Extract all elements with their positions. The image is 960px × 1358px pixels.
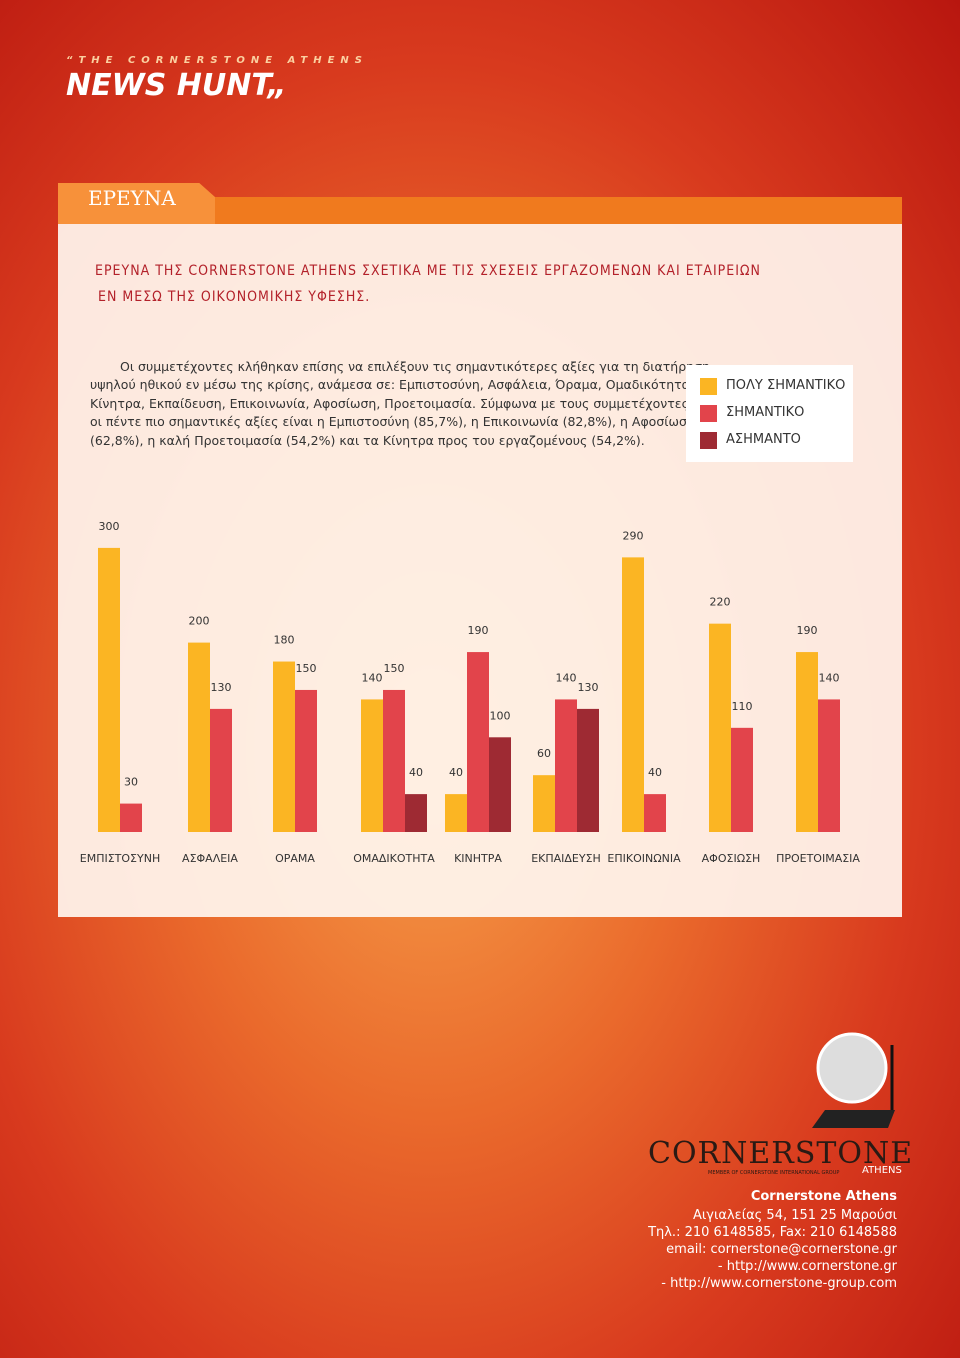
bar <box>295 689 317 832</box>
value-label: 190 <box>468 624 489 637</box>
value-label: 40 <box>409 766 423 779</box>
body-line: Οι συμμετέχοντες κλήθηκαν επίσης να επιλ… <box>120 359 710 374</box>
section-tab <box>58 183 215 224</box>
kicker: “THE CORNERSTONE ATHENS <box>66 55 368 66</box>
contact-line: Cornerstone Athens <box>750 1189 897 1204</box>
value-label: 110 <box>732 700 753 713</box>
value-label: 140 <box>556 671 577 684</box>
bar <box>361 699 383 832</box>
bar <box>445 794 467 832</box>
heading: ΕΝ ΜΕΣΩ ΤΗΣ ΟΙΚΟΝΟΜΙΚΗΣ ΥΦΕΣΗΣ. <box>98 289 371 305</box>
value-label: 220 <box>710 596 731 609</box>
brand: CORNERSTONE <box>648 1136 914 1171</box>
bar <box>731 727 753 832</box>
bar <box>622 557 644 832</box>
bar <box>405 794 427 832</box>
section-tab-label: ΕΡΕΥΝΑ <box>88 186 176 210</box>
value-label: 130 <box>211 681 232 694</box>
city: ATHENS <box>862 1165 902 1176</box>
body-line: οι πέντε πιο σημαντικές αξίες είναι η Εμ… <box>90 414 695 429</box>
legend-label: ΠΟΛΥ ΣΗΜΑΝΤΙΚΟ <box>726 378 846 393</box>
contact-line: Τηλ.: 210 6148585, Fax: 210 6148588 <box>648 1225 897 1240</box>
bar <box>188 642 210 832</box>
title: NEWS HUNT„ <box>66 68 287 103</box>
value-label: 180 <box>274 634 295 647</box>
value-label: 200 <box>189 615 210 628</box>
bar <box>577 708 599 832</box>
bar <box>644 794 666 832</box>
member: MEMBER OF CORNERSTONE INTERNATIONAL GROU… <box>708 1170 840 1176</box>
bar <box>210 708 232 832</box>
bar <box>533 775 555 832</box>
contact-line: - http://www.cornerstone.gr <box>717 1259 897 1274</box>
contact-line: Αιγιαλείας 54, 151 25 Μαρούσι <box>693 1208 897 1223</box>
legend-swatch <box>700 378 717 395</box>
x-tick-label: ΕΚΠΑΙΔΕΥΣΗ <box>531 852 601 865</box>
x-tick-label: ΟΡΑΜΑ <box>275 852 315 865</box>
x-tick-label: ΕΠΙΚΟΙΝΩΝΙΑ <box>607 852 681 865</box>
value-label: 150 <box>384 662 405 675</box>
value-label: 140 <box>819 671 840 684</box>
bar <box>796 652 818 832</box>
body-line: (62,8%), η καλή Προετοιμασία (54,2%) και… <box>90 433 645 448</box>
contact-line: - http://www.cornerstone-group.com <box>661 1276 897 1291</box>
value-label: 60 <box>537 747 551 760</box>
logo <box>812 1032 895 1128</box>
legend-swatch <box>700 405 717 422</box>
value-label: 300 <box>99 520 120 533</box>
x-tick-label: ΚΙΝΗΤΡΑ <box>454 852 502 865</box>
x-tick-label: ΕΜΠΙΣΤΟΣΥΝΗ <box>80 852 160 865</box>
bar <box>383 689 405 832</box>
value-label: 140 <box>362 671 383 684</box>
legend-swatch <box>700 432 717 449</box>
x-tick-label: ΠΡΟΕΤΟΙΜΑΣΙΑ <box>776 852 860 865</box>
bar <box>818 699 840 832</box>
bar <box>98 547 120 832</box>
value-label: 40 <box>449 766 463 779</box>
x-tick-label: ΑΦΟΣΙΩΣΗ <box>702 852 761 865</box>
x-tick-label: ΑΣΦΑΛΕΙΑ <box>182 852 238 865</box>
contact-line: email: cornerstone@cornerstone.gr <box>666 1242 897 1257</box>
bar <box>555 699 577 832</box>
legend-label: ΣΗΜΑΝΤΙΚΟ <box>726 405 805 420</box>
body-line: Κίνητρα, Εκπαίδευση, Επικοινωνία, Αφοσίω… <box>90 396 693 411</box>
value-label: 100 <box>490 709 511 722</box>
legend-label: ΑΣΗΜΑΝΤΟ <box>726 432 801 447</box>
value-label: 130 <box>578 681 599 694</box>
value-label: 150 <box>296 662 317 675</box>
value-label: 30 <box>124 776 138 789</box>
value-label: 190 <box>797 624 818 637</box>
bar <box>709 623 731 832</box>
heading: ΕΡΕΥΝΑ ΤΗΣ CORNERSTONE ATHENS ΣΧΕΤΙΚΑ ΜΕ… <box>95 263 761 279</box>
x-tick-label: ΟΜΑΔΙΚΟΤΗΤΑ <box>353 852 435 865</box>
body-line: υψηλού ηθικού εν μέσω της κρίσης, ανάμεσ… <box>90 377 694 392</box>
bar <box>489 737 511 832</box>
bar <box>273 661 295 832</box>
value-label: 40 <box>648 766 662 779</box>
bar <box>467 652 489 832</box>
value-label: 290 <box>623 529 644 542</box>
bar <box>120 803 142 832</box>
